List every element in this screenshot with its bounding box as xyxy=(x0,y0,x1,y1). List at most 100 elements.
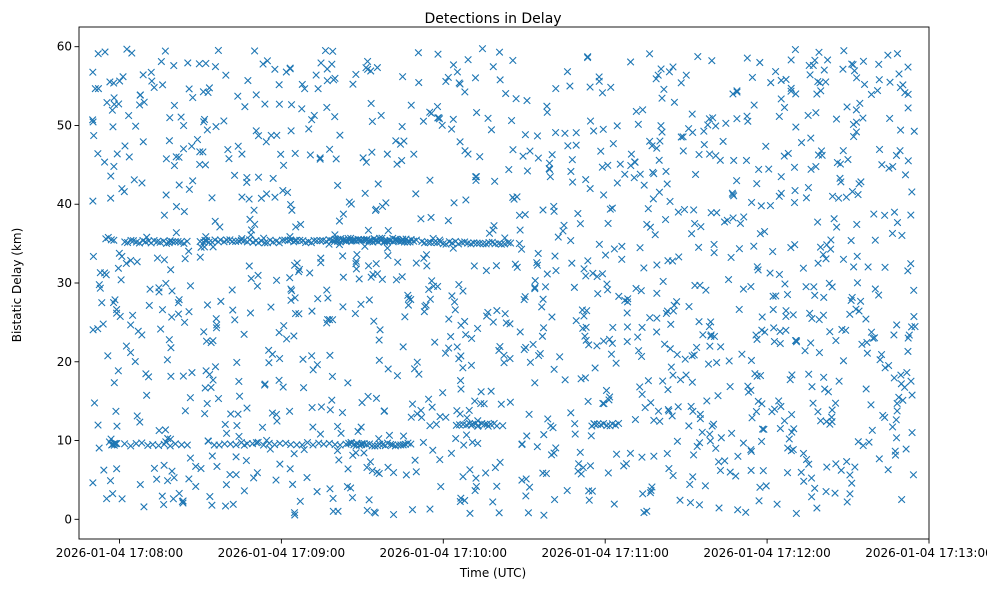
data-point xyxy=(669,371,677,379)
data-point xyxy=(199,88,208,96)
data-point xyxy=(457,321,465,330)
data-point xyxy=(567,409,575,417)
data-point xyxy=(776,339,784,348)
data-point xyxy=(797,138,806,147)
data-point xyxy=(599,399,607,408)
data-point xyxy=(404,301,413,309)
data-point xyxy=(640,264,648,272)
data-point xyxy=(482,312,491,320)
data-point xyxy=(653,289,661,297)
data-point xyxy=(316,430,325,438)
data-point xyxy=(863,338,871,347)
data-point xyxy=(753,179,761,188)
data-point xyxy=(750,101,758,109)
data-point xyxy=(729,90,737,98)
data-point xyxy=(126,256,135,265)
data-point xyxy=(739,285,748,293)
data-point xyxy=(276,150,285,158)
data-point xyxy=(572,141,580,149)
data-point xyxy=(599,191,608,199)
data-point xyxy=(242,456,251,465)
data-point xyxy=(767,78,775,87)
data-point xyxy=(766,269,774,277)
data-point xyxy=(819,373,828,381)
data-point xyxy=(212,122,220,131)
data-point xyxy=(245,195,253,203)
data-point xyxy=(509,56,517,65)
data-point xyxy=(747,282,755,291)
data-point xyxy=(729,192,738,200)
data-point xyxy=(700,127,708,135)
data-point xyxy=(291,294,299,302)
data-point xyxy=(226,470,234,479)
data-point xyxy=(867,401,875,409)
data-point xyxy=(907,211,915,219)
data-point xyxy=(712,151,720,160)
data-point xyxy=(867,328,876,336)
data-point xyxy=(351,309,360,318)
data-point xyxy=(506,239,515,247)
data-point xyxy=(332,155,340,163)
data-point xyxy=(531,379,539,387)
data-point xyxy=(807,474,816,482)
data-point xyxy=(457,494,465,502)
data-point xyxy=(352,70,360,79)
data-point xyxy=(645,50,654,58)
data-point xyxy=(291,511,299,519)
data-point xyxy=(90,399,99,407)
data-point xyxy=(170,61,178,70)
data-point xyxy=(843,498,851,506)
data-point xyxy=(791,45,800,54)
data-point xyxy=(757,437,766,446)
data-point xyxy=(247,226,256,234)
data-point xyxy=(539,295,547,303)
data-point xyxy=(747,446,755,454)
data-point xyxy=(372,259,380,268)
data-point xyxy=(125,153,133,161)
data-point xyxy=(142,391,151,399)
data-point xyxy=(677,133,685,141)
data-point xyxy=(275,328,283,337)
data-point xyxy=(288,206,296,214)
data-point xyxy=(287,285,295,293)
data-point xyxy=(338,252,347,260)
data-point xyxy=(112,305,121,314)
data-points xyxy=(88,45,919,519)
data-point xyxy=(822,487,830,496)
data-point xyxy=(309,441,317,449)
data-point xyxy=(651,231,659,239)
data-point xyxy=(389,234,397,243)
data-point xyxy=(603,280,611,288)
data-point xyxy=(848,187,857,196)
data-point xyxy=(839,357,848,365)
data-point xyxy=(110,94,118,102)
data-point xyxy=(361,189,369,198)
data-point xyxy=(422,250,431,259)
data-point xyxy=(598,270,607,278)
data-point xyxy=(161,47,170,55)
data-point xyxy=(643,220,651,229)
data-point xyxy=(630,173,638,182)
data-point xyxy=(368,148,376,156)
data-point xyxy=(808,382,816,391)
data-point xyxy=(662,167,670,176)
data-point xyxy=(563,67,572,76)
data-point xyxy=(184,59,192,67)
data-point xyxy=(94,84,103,93)
data-point xyxy=(267,303,275,311)
data-point xyxy=(160,461,168,469)
data-point xyxy=(875,455,884,463)
data-point xyxy=(462,431,471,439)
data-point xyxy=(740,213,748,221)
data-point xyxy=(481,469,490,477)
data-point xyxy=(707,208,715,217)
data-point xyxy=(719,137,727,146)
data-point xyxy=(339,273,348,281)
data-point xyxy=(691,281,699,290)
data-point xyxy=(471,74,480,82)
data-point xyxy=(157,57,166,66)
data-point xyxy=(593,272,601,281)
data-point xyxy=(674,208,683,216)
data-point xyxy=(583,53,592,61)
data-point xyxy=(579,463,587,472)
